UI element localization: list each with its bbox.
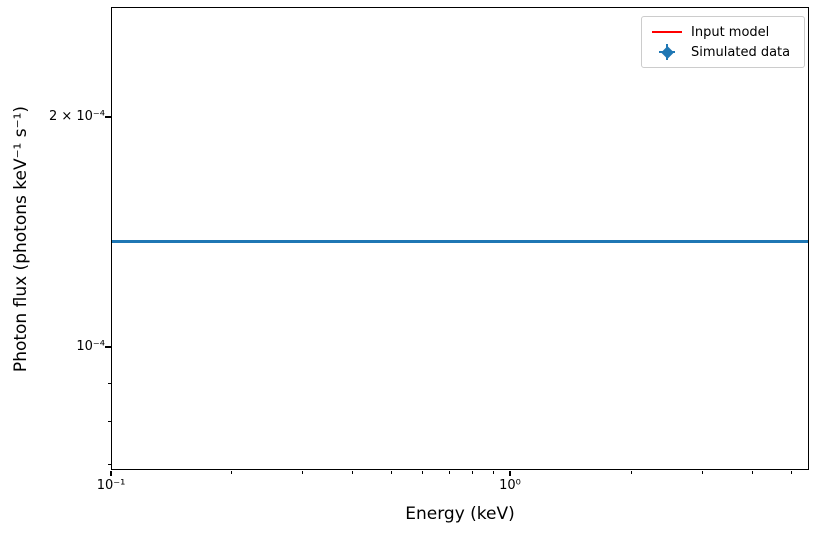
legend-label-input-model: Input model (691, 24, 770, 40)
line-sample-icon (652, 31, 682, 33)
x-tick-label-1e-1: 10⁻¹ (96, 478, 126, 493)
x-minor-tick (472, 471, 473, 474)
y-minor-tick (108, 421, 111, 422)
y-axis-label: Photon flux (photons keV⁻¹ s⁻¹) (11, 105, 31, 373)
x-minor-tick (791, 471, 792, 474)
x-major-tick (509, 471, 511, 476)
x-major-tick (110, 471, 112, 476)
simulated-data-line (112, 240, 808, 243)
legend-item-simulated-data: Simulated data (650, 42, 798, 62)
x-minor-tick (631, 471, 632, 474)
red-line-swatch (650, 22, 684, 42)
x-minor-tick (702, 471, 703, 474)
x-minor-tick (231, 471, 232, 474)
x-minor-tick (449, 471, 450, 474)
y-tick-label-2e-4: 2 × 10⁻⁴ (48, 109, 105, 124)
legend: Input model Simulated data (641, 16, 805, 68)
x-minor-tick (302, 471, 303, 474)
y-minor-tick (108, 383, 111, 384)
legend-item-input-model: Input model (650, 22, 798, 42)
y-major-tick (105, 346, 111, 348)
plot-area: Input model Simulated data (111, 7, 809, 470)
y-tick-label-1e-4: 10⁻⁴ (76, 339, 105, 354)
diamond-errorbar-icon (658, 43, 676, 61)
y-major-tick (105, 116, 111, 118)
x-minor-tick (352, 471, 353, 474)
x-axis-label: Energy (keV) (405, 504, 515, 524)
x-minor-tick (422, 471, 423, 474)
legend-label-simulated-data: Simulated data (691, 44, 791, 60)
x-minor-tick (493, 471, 494, 474)
x-minor-tick (391, 471, 392, 474)
x-minor-tick (752, 471, 753, 474)
x-tick-label-1e0: 10⁰ (499, 478, 521, 493)
y-minor-tick (108, 464, 111, 465)
blue-diamond-swatch (650, 42, 684, 62)
